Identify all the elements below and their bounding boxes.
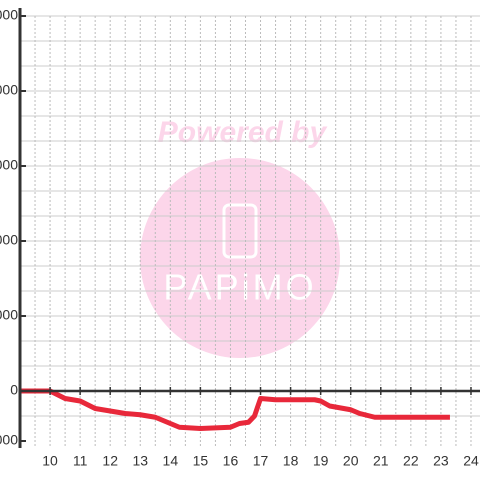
y-tick-label: 30,000 bbox=[0, 307, 18, 323]
y-tick-label: -20,000 bbox=[0, 432, 18, 448]
plot bbox=[20, 388, 450, 431]
x-tick-label: 21 bbox=[373, 453, 389, 469]
x-tick-label: 16 bbox=[223, 453, 239, 469]
x-tick-label: 10 bbox=[42, 453, 58, 469]
watermark: Powered by PAPiMO bbox=[140, 116, 340, 358]
y-tick-label: 120,000 bbox=[0, 82, 18, 98]
x-tick-label: 15 bbox=[193, 453, 209, 469]
y-tick-label: 90,000 bbox=[0, 157, 18, 173]
x-tick-label: 17 bbox=[253, 453, 269, 469]
watermark-text: Powered by bbox=[158, 116, 328, 149]
x-tick-label: 20 bbox=[343, 453, 359, 469]
y-tick-label: 0 bbox=[10, 382, 18, 398]
y-tick-label: 150,000 bbox=[0, 7, 18, 23]
line bbox=[20, 388, 450, 431]
x-tick-label: 22 bbox=[403, 453, 419, 469]
logo-icon bbox=[222, 203, 258, 259]
x-tick-label: 23 bbox=[433, 453, 449, 469]
x-tick-label: 12 bbox=[102, 453, 118, 469]
logo-text: PAPiMO bbox=[163, 267, 316, 308]
x-tick-label: 13 bbox=[132, 453, 148, 469]
grid bbox=[20, 15, 480, 448]
x-tick-label: 24 bbox=[463, 453, 479, 469]
x-tick-label: 14 bbox=[163, 453, 179, 469]
x-tick-label: 19 bbox=[313, 453, 329, 469]
x-tick-label: 18 bbox=[283, 453, 299, 469]
x-tick-label: 11 bbox=[73, 453, 88, 469]
y-tick-label: 60,000 bbox=[0, 232, 18, 248]
